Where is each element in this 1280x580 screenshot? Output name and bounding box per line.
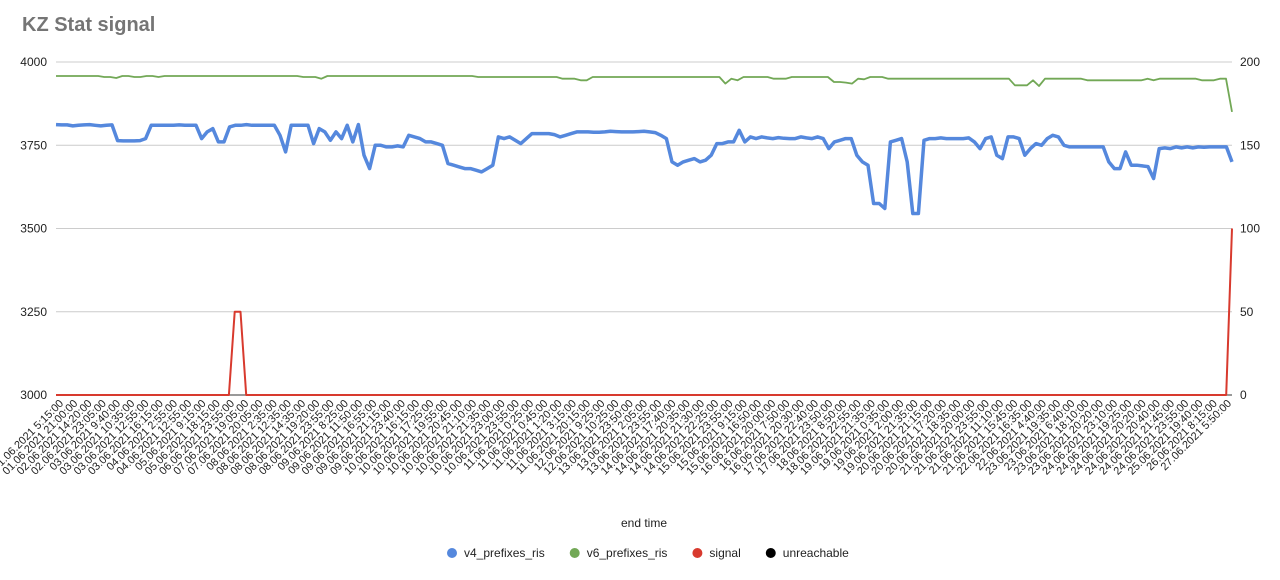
legend-marker-v6_prefixes_ris <box>569 548 580 558</box>
legend: v4_prefixes_ris v6_prefixes_ris signal unre… <box>447 546 849 560</box>
legend-label: v4_prefixes_ris <box>464 546 545 560</box>
y-right-tick-label: 100 <box>1240 222 1260 236</box>
legend-marker-v4_prefixes_ris <box>447 548 457 558</box>
chart-title: KZ Stat signal <box>22 14 156 36</box>
y-right-tick-label: 150 <box>1240 138 1260 152</box>
x-axis-title: end time <box>621 516 667 530</box>
legend-label: v6_prefixes_ris <box>587 546 668 560</box>
y-left-tick-label: 3750 <box>20 138 47 152</box>
legend-marker-signal <box>692 548 703 558</box>
legend-marker-unreachable <box>765 548 776 558</box>
y-right-tick-label: 200 <box>1240 55 1260 69</box>
y-left-tick-label: 3500 <box>20 222 47 236</box>
y-left-tick-label: 3000 <box>20 388 47 402</box>
right-y-axis: 0 50 100 150 200 <box>1240 55 1260 402</box>
y-right-tick-label: 0 <box>1240 388 1247 402</box>
series-line-v6_prefixes_ris <box>56 75 1233 113</box>
series-line-signal <box>56 228 1233 396</box>
plot-area <box>55 75 1234 396</box>
y-right-tick-label: 50 <box>1240 305 1254 319</box>
legend-label: signal <box>709 546 740 560</box>
y-left-tick-label: 4000 <box>20 55 47 69</box>
legend-label: unreachable <box>783 546 849 560</box>
left-y-axis: 3000 3250 3500 3750 4000 <box>20 55 47 402</box>
y-left-tick-label: 3250 <box>20 305 47 319</box>
series-line-v4_prefixes_ris <box>55 122 1234 216</box>
